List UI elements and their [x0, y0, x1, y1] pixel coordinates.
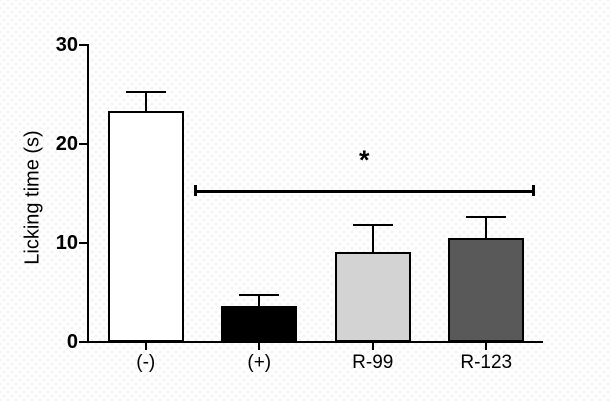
- error-bar-cap: [466, 216, 507, 219]
- y-tick-label: 20: [55, 133, 78, 155]
- bar: [334, 251, 411, 342]
- x-tick-label: R-123: [460, 352, 513, 373]
- x-axis-line: [87, 341, 543, 343]
- x-tick-mark: [485, 343, 488, 350]
- error-bar-cap: [239, 294, 280, 297]
- significance-right-cap: [532, 184, 535, 196]
- error-bar-line: [371, 224, 374, 252]
- bar: [107, 111, 184, 342]
- y-tick-mark: [79, 341, 87, 343]
- bar: [221, 306, 298, 342]
- error-bar-line: [144, 90, 147, 112]
- y-axis-line: [87, 44, 89, 343]
- y-tick-mark: [79, 143, 87, 145]
- error-bar-cap: [125, 90, 166, 93]
- bar: [448, 238, 525, 342]
- x-tick-mark: [258, 343, 261, 350]
- y-tick-label: 30: [55, 34, 78, 56]
- x-tick-mark: [144, 343, 147, 350]
- x-tick-label: R-99: [352, 352, 394, 373]
- error-bar-line: [485, 216, 488, 239]
- significance-line: [193, 189, 535, 193]
- y-tick-label: 10: [55, 232, 78, 254]
- y-tick-mark: [79, 242, 87, 244]
- y-tick-label: 0: [66, 331, 78, 353]
- x-tick-label: (+): [247, 352, 272, 373]
- y-tick-mark: [79, 44, 87, 46]
- x-tick-label: (-): [136, 352, 156, 373]
- significance-asterisk: *: [358, 144, 370, 175]
- error-bar-line: [258, 294, 261, 307]
- significance-left-cap: [193, 184, 197, 196]
- x-tick-mark: [371, 343, 374, 350]
- error-bar-cap: [352, 224, 393, 227]
